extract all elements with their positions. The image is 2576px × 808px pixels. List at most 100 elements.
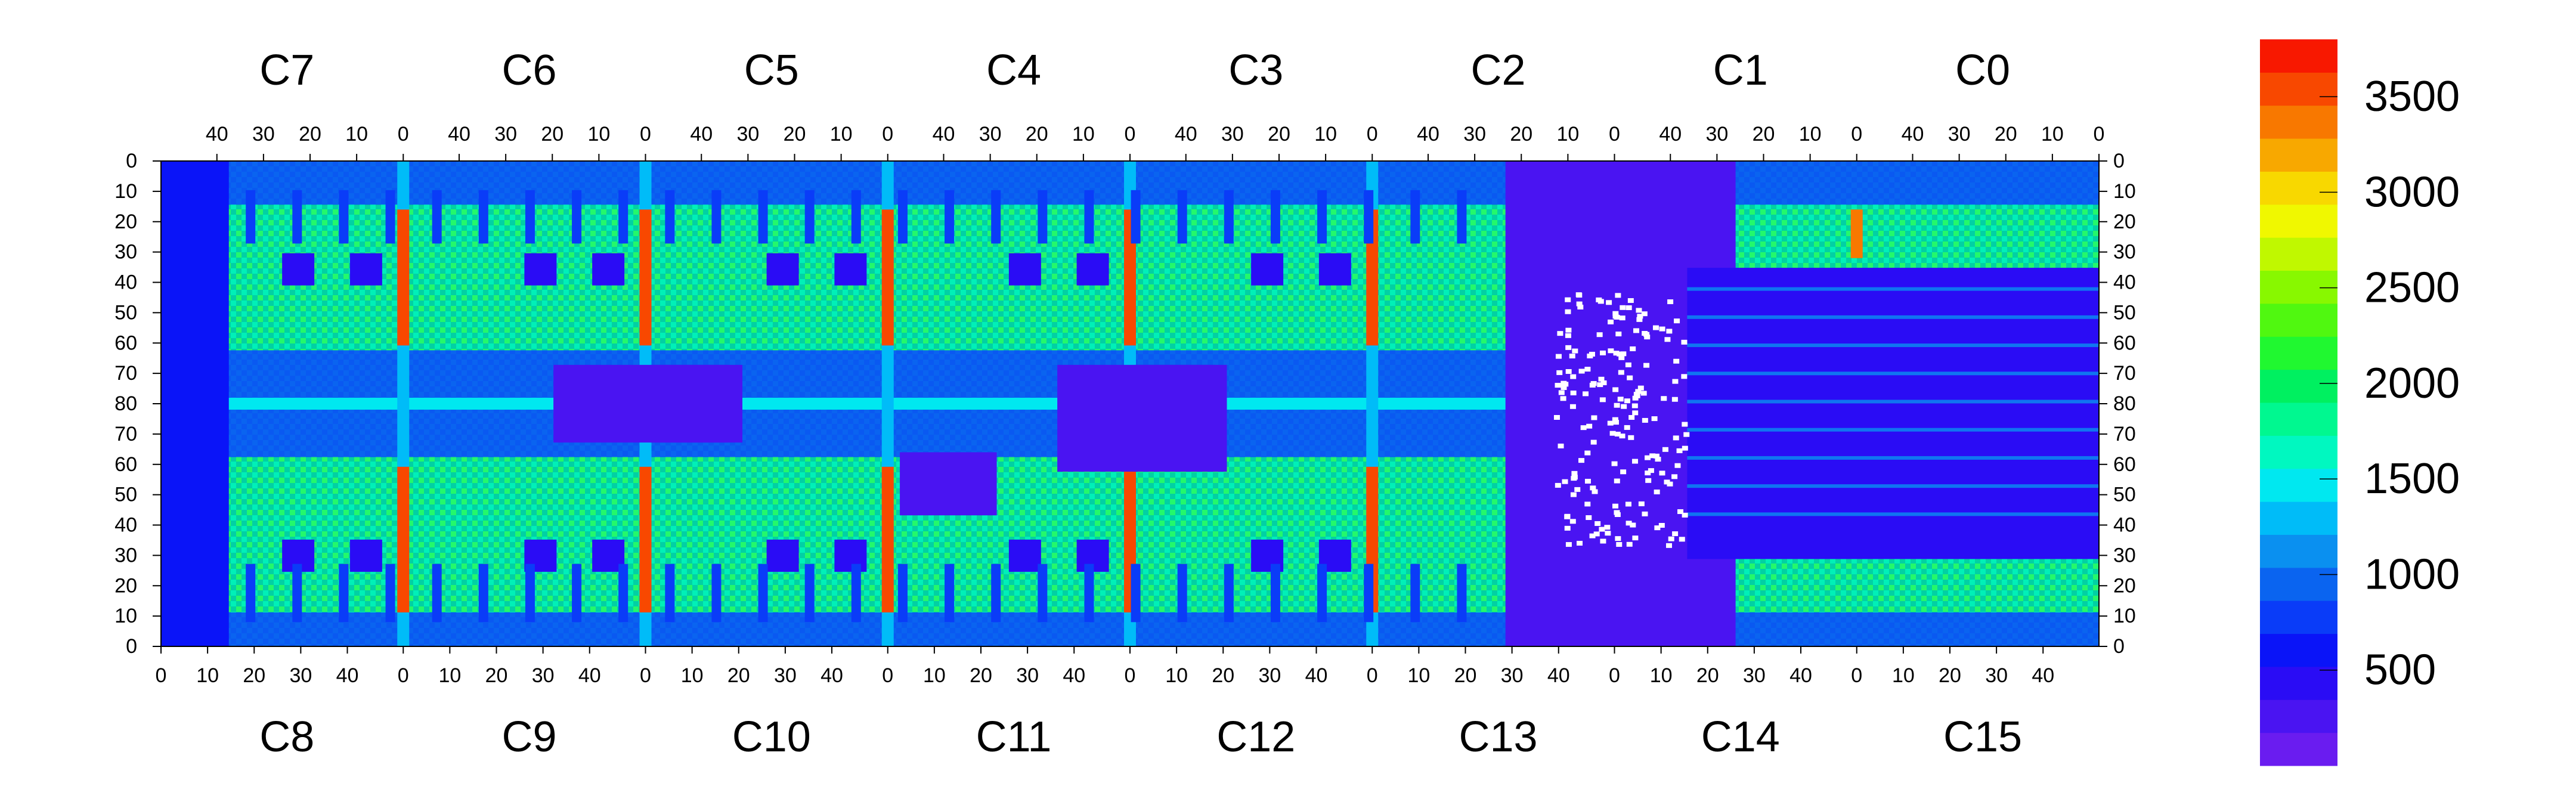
dead-pixel [1682, 422, 1688, 427]
dead-pixel [1553, 414, 1560, 420]
dead-pixel [1625, 362, 1631, 367]
comb-top [1177, 190, 1187, 244]
comb-bottom [851, 564, 861, 623]
x-tick-label-bottom: 40 [1063, 664, 1085, 687]
dead-pixel [1600, 350, 1606, 355]
colorbar-segment [2260, 336, 2337, 370]
dead-pixel [1683, 432, 1690, 437]
dead-pixel [1574, 487, 1581, 492]
dead-pixel [1636, 317, 1643, 322]
x-tick-label-top: 20 [541, 123, 564, 145]
y-tick-label-left: 30 [114, 544, 137, 566]
dead-pixel [1612, 503, 1618, 509]
dead-pixel [1682, 512, 1688, 518]
x-tick-label-bottom: 20 [243, 664, 265, 687]
dead-pixel [1565, 369, 1572, 374]
dead-pixel [1616, 542, 1623, 547]
x-tick-label-top: 40 [448, 123, 470, 145]
y-tick-label-right: 70 [2113, 423, 2136, 445]
x-tick-label-bottom: 20 [485, 664, 508, 687]
dead-pixel [1617, 397, 1624, 402]
comb-top [1131, 190, 1141, 244]
x-tick-label-top: 30 [979, 123, 1002, 145]
y-tick-label-left: 20 [114, 574, 137, 597]
colorbar-segment [2260, 501, 2337, 535]
dead-pixel [1570, 492, 1577, 497]
comb-bottom [804, 564, 815, 623]
comb-top [246, 190, 256, 244]
dead-pixel [1584, 367, 1591, 372]
comb-bottom [1457, 564, 1467, 623]
y-tick-label-left: 20 [114, 210, 137, 233]
x-tick-label-top: 10 [1072, 123, 1095, 145]
x-tick-label-top: 40 [1175, 123, 1197, 145]
dead-pixel [1659, 470, 1665, 476]
chip-label-top: C2 [1470, 47, 1525, 94]
colorbar-segment [2260, 534, 2337, 568]
x-tick-label-bottom: 10 [438, 664, 461, 687]
x-tick-label-bottom: 40 [821, 664, 843, 687]
dead-pixel [1672, 531, 1679, 537]
comb-top [758, 190, 768, 244]
dead-pixel [1615, 332, 1622, 337]
pad-bottom [766, 539, 799, 572]
pad-top [1318, 253, 1351, 286]
x-tick-label-bottom: 40 [336, 664, 359, 687]
x-tick-label-bottom: 0 [640, 664, 651, 687]
streak [1687, 372, 2099, 376]
dead-pixel [1624, 398, 1630, 404]
masked-area [1135, 364, 1227, 472]
dead-pixel [1628, 415, 1635, 420]
dead-pixel [1614, 510, 1620, 515]
colorbar-tick-label: 1500 [2364, 455, 2460, 503]
colorbar-segment [2260, 303, 2337, 337]
streak [1687, 315, 2099, 319]
dead-pixel [1612, 311, 1619, 316]
comb-bottom [991, 564, 1001, 623]
dead-pixel [1612, 420, 1619, 425]
dead-pixel [1644, 335, 1651, 340]
streak [1687, 400, 2099, 404]
y-tick-label-right: 0 [2113, 635, 2125, 658]
dead-pixel [1569, 354, 1575, 359]
x-tick-label-bottom: 30 [1016, 664, 1039, 687]
y-tick-label-left: 30 [114, 241, 137, 264]
dead-pixel [1578, 458, 1585, 463]
dead-pixel [1621, 404, 1627, 409]
dead-pixel [1673, 358, 1680, 364]
dead-pixel [1560, 396, 1566, 401]
colorbar-tick-label: 2500 [2364, 264, 2460, 312]
x-tick-label-bottom: 30 [1501, 664, 1524, 687]
colorbar-segment [2260, 204, 2337, 238]
dead-pixel [1617, 351, 1623, 357]
y-tick-label-left: 50 [114, 484, 137, 506]
colorbar-tick-label: 2000 [2364, 360, 2460, 407]
dead-pixel [1654, 489, 1660, 494]
colorbar-segment [2260, 403, 2337, 436]
dead-pixel [1569, 519, 1576, 524]
streak [1687, 456, 2099, 460]
x-tick-label-top: 40 [1417, 123, 1439, 145]
x-tick-label-bottom: 30 [289, 664, 312, 687]
x-tick-label-bottom: 10 [923, 664, 946, 687]
x-tick-label-bottom: 40 [2032, 664, 2054, 687]
colorbar-segment [2260, 633, 2337, 667]
dead-pixel [1682, 445, 1688, 451]
dead-pixel [1584, 450, 1591, 456]
dead-pixel [1565, 309, 1571, 314]
comb-top [525, 190, 535, 244]
comb-top [432, 190, 442, 244]
dead-pixel [1626, 541, 1633, 547]
chip-label-top: C3 [1228, 47, 1283, 94]
dead-pixel [1619, 434, 1626, 439]
dead-pixel [1619, 315, 1626, 321]
hot-column-right [1850, 209, 1863, 258]
dead-pixel [1618, 355, 1625, 360]
dead-pixel [1576, 301, 1583, 307]
dead-pixel [1584, 501, 1591, 507]
x-tick-label-top: 0 [1609, 123, 1620, 145]
y-tick-label-left: 60 [114, 453, 137, 476]
y-tick-label-right: 40 [2113, 271, 2136, 294]
x-tick-label-bottom: 20 [727, 664, 750, 687]
comb-bottom [945, 564, 955, 623]
